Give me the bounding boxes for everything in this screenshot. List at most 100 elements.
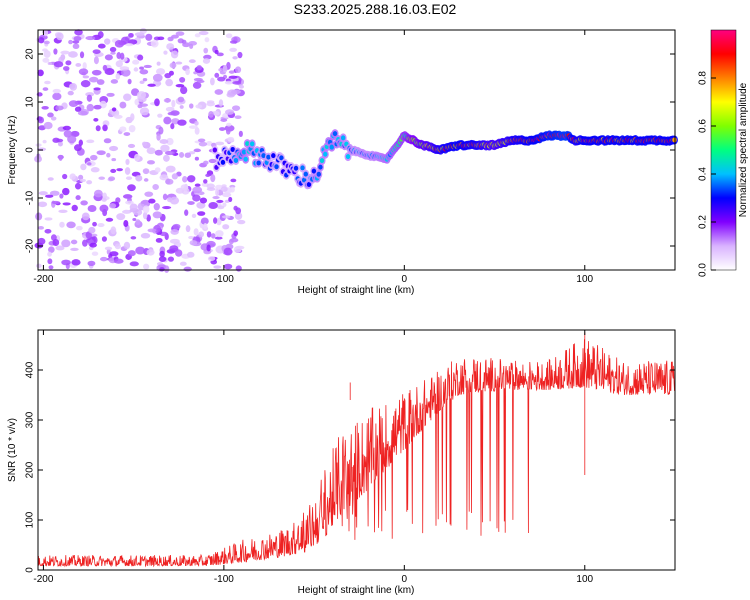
noise-blob bbox=[143, 263, 150, 270]
noise-blob bbox=[127, 143, 136, 149]
noise-blob bbox=[45, 194, 54, 198]
noise-blob bbox=[187, 251, 195, 258]
signal-core bbox=[271, 153, 276, 159]
noise-blob bbox=[221, 192, 232, 198]
noise-blob bbox=[162, 193, 168, 201]
noise-blob bbox=[110, 51, 116, 55]
x-tick-label: 100 bbox=[576, 274, 593, 285]
signal-core bbox=[316, 171, 321, 177]
noise-blob bbox=[214, 236, 223, 240]
noise-blob bbox=[235, 265, 242, 272]
noise-blob bbox=[47, 61, 52, 66]
colorbar: 0.0 0.2 0.4 0.6 0.8 Normalized spectral ampl… bbox=[698, 29, 749, 277]
noise-blob bbox=[86, 103, 94, 112]
noise-blob bbox=[203, 179, 208, 184]
noise-blob bbox=[179, 261, 187, 266]
noise-blob bbox=[68, 39, 73, 45]
signal-core bbox=[340, 135, 346, 141]
noise-blob bbox=[157, 36, 165, 41]
noise-blob bbox=[125, 158, 130, 165]
noise-blob bbox=[158, 256, 167, 263]
noise-blob bbox=[65, 60, 72, 66]
noise-blob bbox=[192, 194, 201, 202]
noise-blob bbox=[68, 51, 78, 58]
noise-blob bbox=[93, 189, 103, 198]
noise-blob bbox=[188, 59, 196, 63]
noise-blob bbox=[37, 116, 45, 124]
noise-blob bbox=[139, 80, 145, 85]
noise-blob bbox=[182, 42, 191, 48]
noise-blob bbox=[110, 79, 119, 84]
noise-blob bbox=[123, 132, 131, 136]
noise-blob bbox=[68, 83, 76, 89]
noise-blob bbox=[146, 214, 151, 222]
noise-blob bbox=[79, 178, 86, 183]
colorbar-tick-label: 0.2 bbox=[698, 215, 709, 229]
noise-blob bbox=[133, 67, 139, 72]
noise-blob bbox=[52, 92, 62, 101]
noise-blob bbox=[199, 197, 208, 204]
noise-blob bbox=[147, 83, 156, 87]
noise-blob bbox=[228, 70, 235, 74]
noise-blob bbox=[171, 34, 179, 39]
noise-blob bbox=[213, 217, 218, 224]
noise-blob bbox=[101, 236, 107, 242]
noise-blob bbox=[35, 212, 43, 221]
snr-y-label: SNR (10 * v/v) bbox=[7, 418, 18, 482]
noise-blob bbox=[95, 125, 101, 132]
noise-blob bbox=[123, 220, 129, 228]
noise-blob bbox=[215, 141, 225, 146]
signal-core bbox=[303, 171, 308, 177]
noise-blob bbox=[235, 66, 242, 74]
noise-blob bbox=[36, 263, 42, 269]
noise-blob bbox=[188, 125, 198, 129]
noise-blob bbox=[119, 66, 130, 71]
signal-core bbox=[233, 157, 239, 163]
noise-blob bbox=[184, 209, 189, 216]
noise-blob bbox=[71, 259, 81, 266]
noise-blob bbox=[97, 223, 105, 228]
noise-blob bbox=[129, 203, 138, 212]
noise-blob bbox=[203, 160, 209, 165]
noise-blob bbox=[55, 105, 64, 111]
noise-blob bbox=[60, 50, 70, 55]
noise-blob bbox=[116, 213, 126, 221]
noise-blob bbox=[43, 29, 49, 37]
noise-blob bbox=[218, 99, 224, 107]
noise-blob bbox=[123, 241, 131, 250]
noise-blob bbox=[182, 175, 188, 183]
noise-blob bbox=[90, 167, 100, 173]
noise-blob bbox=[167, 111, 176, 116]
noise-blob bbox=[96, 79, 105, 85]
noise-blob bbox=[67, 135, 77, 144]
noise-blob bbox=[145, 33, 153, 41]
noise-blob bbox=[164, 150, 175, 156]
noise-blob bbox=[142, 168, 150, 175]
noise-blob bbox=[165, 165, 176, 173]
noise-blob bbox=[73, 36, 82, 42]
noise-blob bbox=[198, 141, 208, 147]
noise-blob bbox=[93, 104, 102, 110]
noise-blob bbox=[128, 32, 134, 38]
noise-blob bbox=[152, 211, 163, 219]
noise-blob bbox=[53, 61, 64, 68]
noise-blob bbox=[47, 258, 53, 265]
snr-series-line bbox=[37, 332, 676, 568]
noise-blob bbox=[153, 202, 160, 211]
noise-blob bbox=[115, 197, 121, 204]
noise-blob bbox=[228, 75, 238, 79]
noise-blob bbox=[119, 126, 127, 133]
noise-blob bbox=[87, 204, 97, 213]
noise-blob bbox=[109, 203, 117, 209]
noise-blob bbox=[165, 106, 175, 112]
noise-blob bbox=[139, 103, 149, 107]
signal-core bbox=[332, 131, 338, 137]
noise-blob bbox=[146, 160, 155, 165]
noise-blob bbox=[74, 182, 82, 190]
noise-blob bbox=[220, 118, 228, 122]
signal-core bbox=[318, 164, 323, 170]
signal-core bbox=[293, 165, 299, 171]
noise-blob bbox=[180, 184, 189, 191]
noise-blob bbox=[38, 37, 45, 44]
noise-blob bbox=[189, 103, 194, 109]
